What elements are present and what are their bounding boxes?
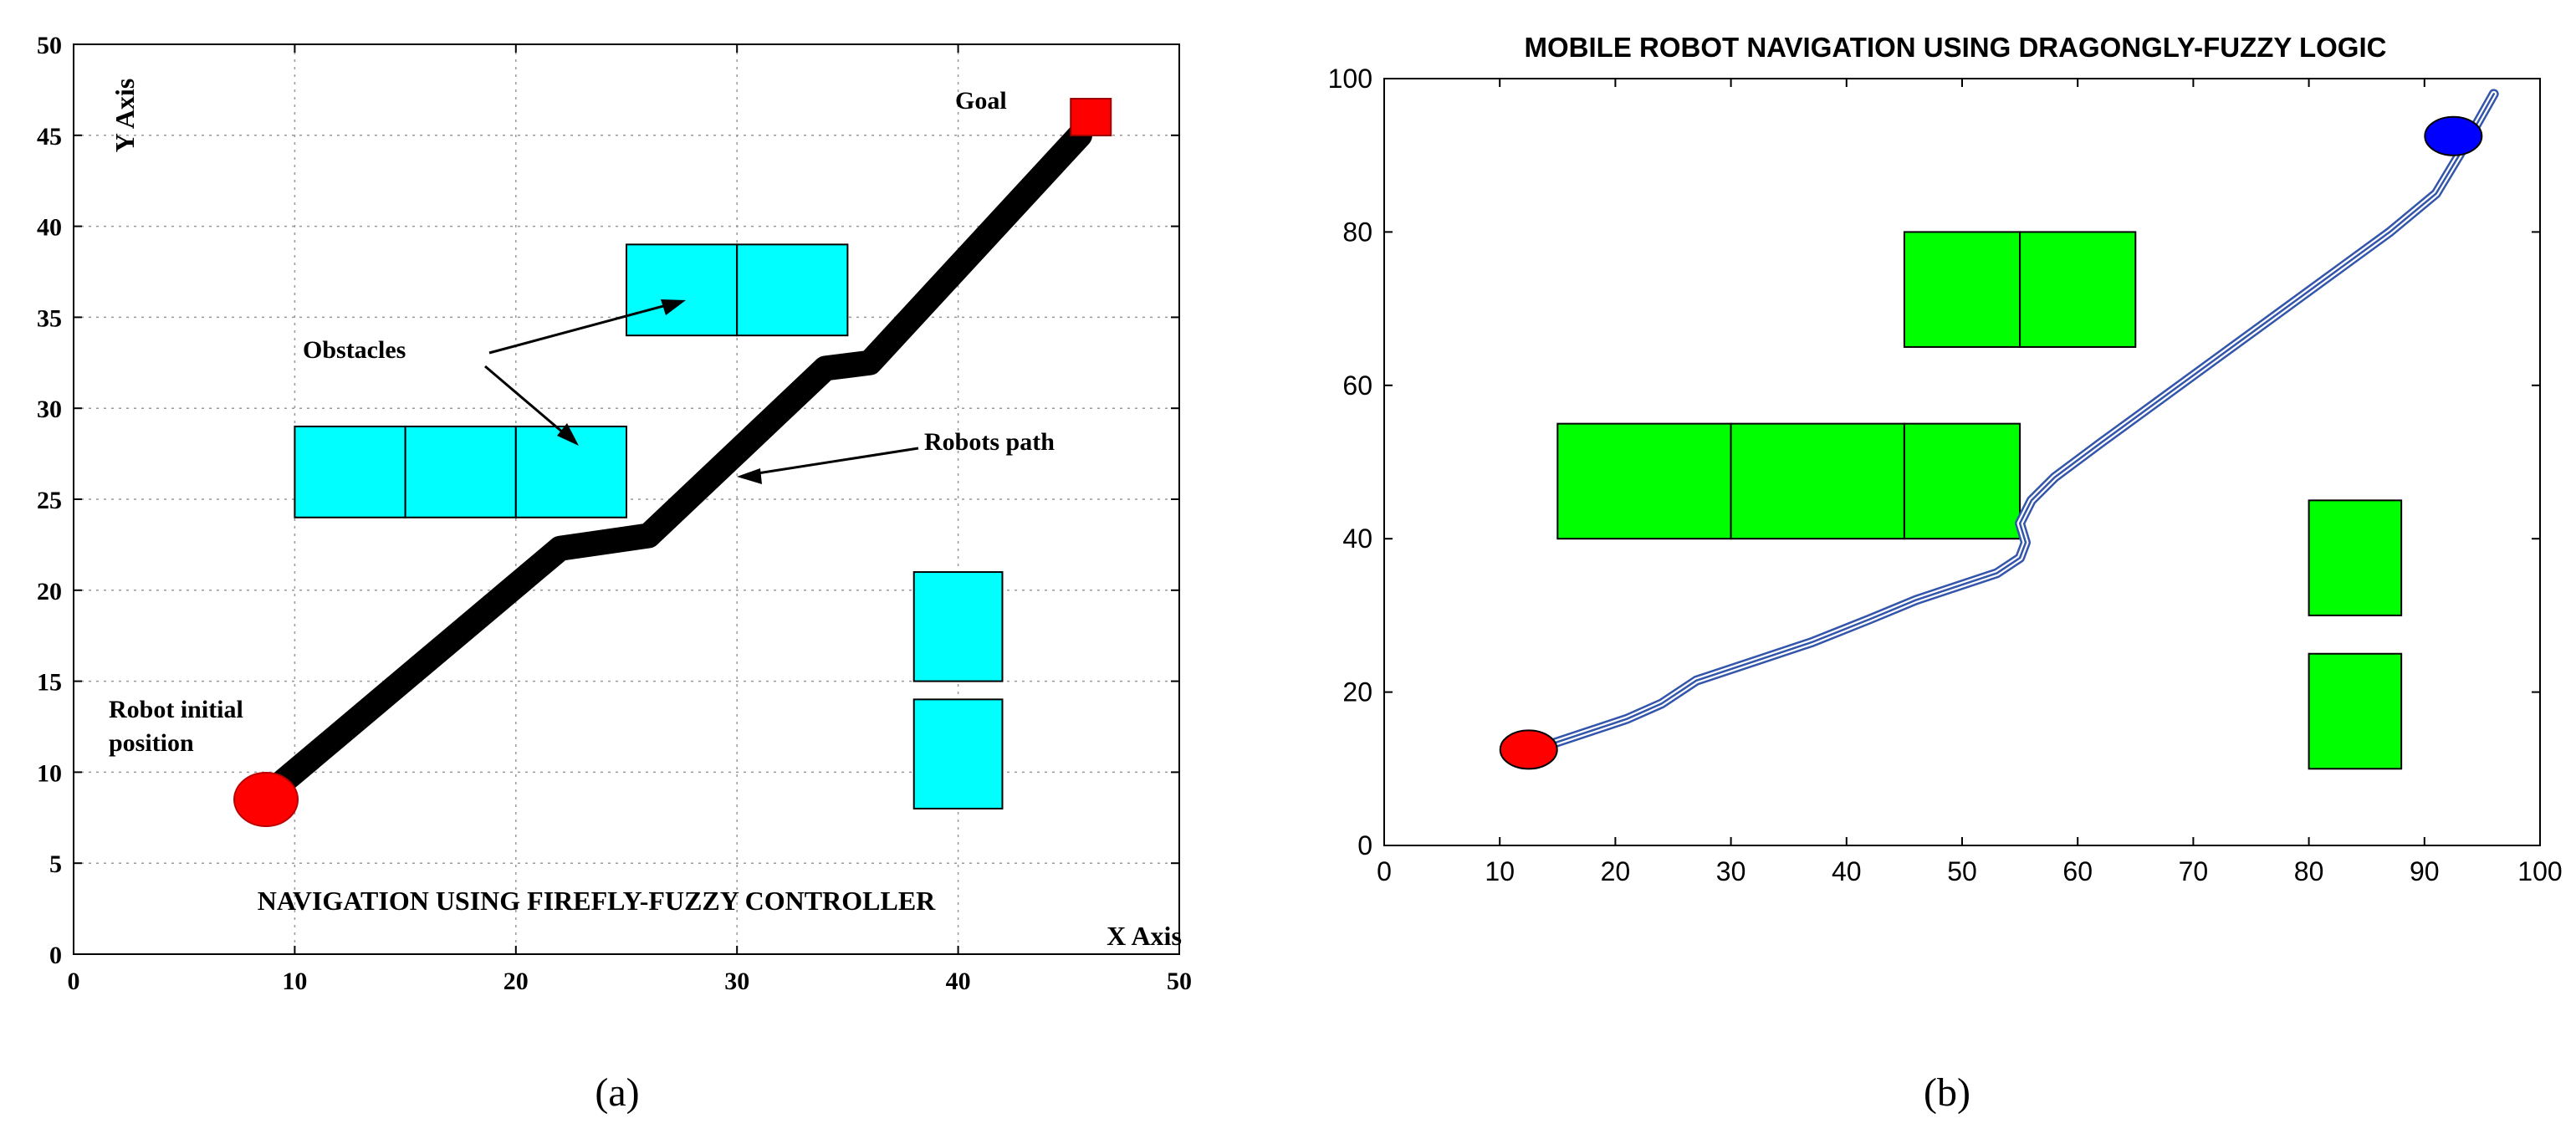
obstacle-block xyxy=(1903,422,2021,540)
robot-path-center xyxy=(1521,93,2495,755)
panel-a-chart: 0 10 20 30 40 50 0 5 10 15 20 25 30 35 40 45 50 Y Axis X… xyxy=(37,32,1192,995)
panel-a-caption: (a) xyxy=(595,1070,639,1115)
obstacle-block xyxy=(912,571,1004,682)
y-tick-label: 10 xyxy=(37,759,62,787)
y-tick-label: 40 xyxy=(37,214,62,242)
panel-a-obstacles-label: Obstacles xyxy=(303,336,406,364)
panel-a-y-axis-label: Y Axis xyxy=(110,79,140,153)
robot-start-marker xyxy=(1499,729,1558,770)
x-tick-label: 40 xyxy=(946,968,971,995)
panel-b-obstacles xyxy=(1556,231,2403,770)
obstacle-block xyxy=(1730,422,1905,540)
obstacle-block xyxy=(912,698,1004,809)
obstacle-block xyxy=(1903,231,2021,348)
panel-a-arrowheads xyxy=(557,299,762,484)
panel-a-obstacles xyxy=(294,243,1004,809)
y-tick-label: 35 xyxy=(37,304,62,332)
robot-start-marker xyxy=(233,772,299,828)
x-tick-label: 30 xyxy=(724,968,749,995)
panel-a-grid xyxy=(74,44,1179,954)
panel-a-annotation-arrows xyxy=(484,301,919,477)
panel-b-chart: 0 10 20 30 40 50 60 70 80 90 100 0 20 40 60 80 100 MOBIL… xyxy=(1328,32,2563,886)
goal-marker xyxy=(2424,115,2483,156)
x-tick-label: 60 xyxy=(2062,856,2093,886)
panel-a-markers xyxy=(233,98,1112,828)
x-tick-label: 100 xyxy=(2517,856,2562,886)
goal-marker xyxy=(1070,98,1112,137)
x-tick-label: 0 xyxy=(1377,856,1392,886)
panel-b-title: MOBILE ROBOT NAVIGATION USING DRAGONGLY-… xyxy=(1525,32,2387,63)
y-tick-label: 100 xyxy=(1328,64,1372,94)
y-tick-label: 20 xyxy=(37,578,62,605)
x-tick-label: 70 xyxy=(2179,856,2209,886)
robot-path-line xyxy=(259,122,1093,804)
y-tick-label: 5 xyxy=(49,850,62,878)
obstacle-block xyxy=(736,243,849,337)
x-tick-label: 20 xyxy=(503,968,529,995)
x-tick-label: 10 xyxy=(1485,856,1515,886)
panel-b-markers xyxy=(1499,115,2483,770)
obstacle-block xyxy=(2308,652,2403,770)
x-tick-label: 80 xyxy=(2294,856,2324,886)
y-tick-label: 50 xyxy=(37,32,62,59)
panel-a-title: NAVIGATION USING FIREFLY-FUZZY CONTROLLE… xyxy=(258,886,936,916)
panel-a-ticks: 0 10 20 30 40 50 0 5 10 15 20 25 30 35 40 45 50 xyxy=(37,32,1192,995)
x-tick-label: 30 xyxy=(1716,856,1746,886)
x-tick-label: 50 xyxy=(1167,968,1192,995)
obstacle-block xyxy=(626,243,739,337)
obstacle-block xyxy=(1556,422,1732,540)
panel-b-robot-path xyxy=(1517,89,2499,758)
y-tick-label: 45 xyxy=(37,123,62,151)
y-tick-label: 25 xyxy=(37,487,62,514)
y-tick-label: 20 xyxy=(1342,677,1372,707)
obstacle-block xyxy=(294,425,406,518)
x-tick-label: 10 xyxy=(282,968,307,995)
panel-b-ticks: 0 10 20 30 40 50 60 70 80 90 100 0 20 40 60 80 100 xyxy=(1328,64,2563,886)
y-tick-label: 0 xyxy=(1357,830,1372,861)
obstacle-block xyxy=(2308,499,2403,616)
y-tick-label: 15 xyxy=(37,669,62,697)
y-tick-label: 40 xyxy=(1342,523,1372,554)
panel-b-caption: (b) xyxy=(1924,1070,1970,1115)
x-tick-label: 50 xyxy=(1947,856,1977,886)
y-tick-label: 0 xyxy=(49,942,62,969)
panel-a-start-label-line1: Robot initial xyxy=(109,696,243,723)
x-tick-label: 90 xyxy=(2410,856,2440,886)
y-tick-label: 30 xyxy=(37,396,62,423)
panel-a-start-label-line2: position xyxy=(109,729,194,757)
y-tick-label: 80 xyxy=(1342,217,1372,247)
x-tick-label: 20 xyxy=(1601,856,1631,886)
panel-a-x-axis-label: X Axis xyxy=(1107,921,1182,951)
panel-a-robots-path-label: Robots path xyxy=(924,428,1055,456)
y-tick-label: 60 xyxy=(1342,370,1372,401)
x-tick-label: 0 xyxy=(68,968,80,995)
panel-a-robot-path xyxy=(259,122,1093,804)
x-tick-label: 40 xyxy=(1832,856,1862,886)
obstacle-block xyxy=(2019,231,2137,348)
panel-a-goal-label: Goal xyxy=(955,87,1007,115)
obstacle-block xyxy=(404,425,517,518)
obstacle-block xyxy=(514,425,627,518)
